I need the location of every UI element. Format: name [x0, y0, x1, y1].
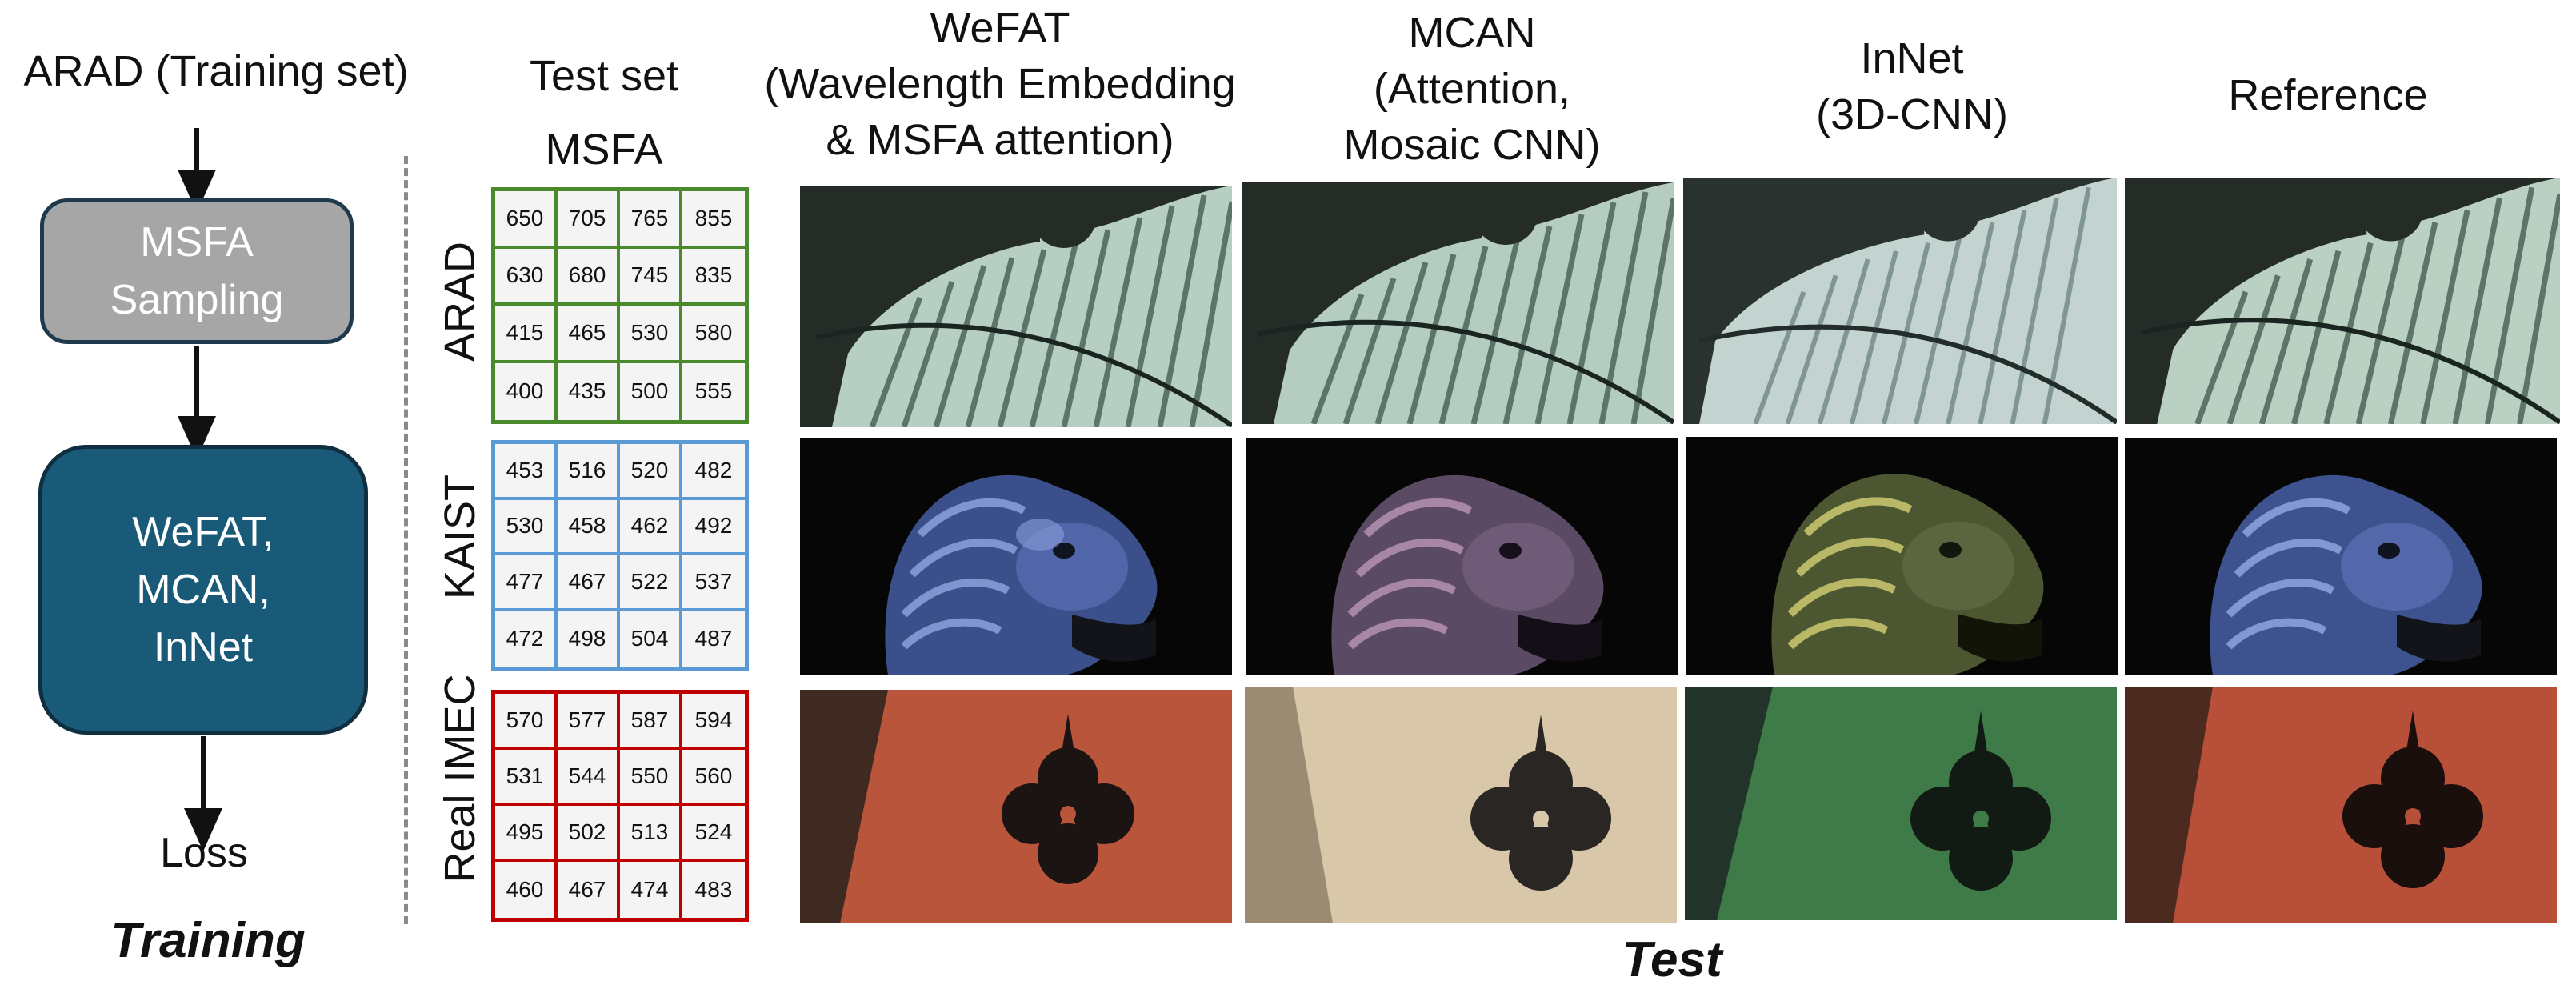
msfa-cell: 502 — [558, 806, 620, 862]
loss-label: Loss — [160, 830, 248, 876]
image-arad-mcan — [1242, 182, 1674, 424]
msfa-cell: 544 — [558, 750, 620, 806]
header-wefat: WeFAT (Wavelength Embedding & MSFA atten… — [720, 0, 1280, 168]
msfa-cell: 555 — [694, 378, 733, 404]
msfa-cell: 474 — [620, 862, 682, 918]
header-wefat-line-2: (Wavelength Embedding — [764, 60, 1236, 108]
image-arad-innet — [1683, 178, 2117, 424]
msfa-cell: 705 — [558, 191, 620, 249]
msfa-cell: 524 — [682, 806, 745, 862]
msfa-cell: 467 — [558, 555, 620, 611]
msfa-cell: 513 — [620, 806, 682, 862]
header-mcan-line-1: MCAN — [1408, 9, 1536, 57]
msfa-cell: 522 — [620, 555, 682, 611]
testset-header-line-1: Test set — [529, 52, 679, 100]
msfa-cell: 745 — [620, 248, 682, 306]
image-kaist-innet — [1686, 437, 2118, 675]
image-imec-mcan — [1245, 687, 1677, 923]
network-box-line-3: InNet — [153, 624, 254, 671]
msfa-cell: 467 — [558, 862, 620, 918]
training-section-label: Training — [110, 913, 306, 968]
image-kaist-wefat — [800, 438, 1232, 675]
msfa-cell: 550 — [620, 750, 682, 806]
network-box: WeFAT, MCAN, InNet — [38, 445, 368, 735]
msfa-cell: 500 — [620, 362, 682, 420]
msfa-cell: 630 — [495, 248, 558, 306]
header-wefat-line-3: & MSFA attention) — [826, 116, 1174, 164]
msfa-cell: 570 — [495, 694, 558, 750]
msfa-cell: 492 — [682, 500, 745, 555]
msfa-cell: 400 — [495, 362, 558, 420]
msfa-cell: 462 — [620, 499, 682, 555]
msfa-cell: 482 — [682, 444, 745, 500]
msfa-cell: 415 — [495, 306, 558, 363]
msfa-cell: 477 — [495, 555, 558, 611]
msfa-cell: 483 — [694, 877, 733, 902]
msfa-cell: 560 — [682, 750, 745, 806]
msfa-cell: 594 — [682, 694, 745, 750]
test-section-label: Test — [1622, 932, 1722, 987]
msfa-cell: 587 — [620, 694, 682, 750]
network-box-line-2: MCAN, — [136, 567, 270, 613]
header-innet-line-1: InNet — [1860, 34, 1964, 82]
msfa-cell: 465 — [558, 306, 620, 363]
image-kaist-mcan — [1246, 438, 1678, 675]
msfa-cell: 504 — [620, 611, 682, 667]
msfa-box-line-1: MSFA — [140, 219, 254, 266]
msfa-cell: 498 — [558, 611, 620, 667]
image-imec-reference — [2125, 687, 2557, 923]
divider-dashed-line — [404, 156, 408, 924]
msfa-cell: 855 — [682, 191, 745, 249]
header-reference-line-1: Reference — [2228, 71, 2428, 119]
msfa-cell: 680 — [558, 248, 620, 306]
msfa-cell: 530 — [495, 499, 558, 555]
msfa-cell: 520 — [620, 444, 682, 500]
image-arad-reference — [2125, 178, 2560, 424]
msfa-cell: 458 — [558, 499, 620, 555]
header-reference: Reference — [2128, 67, 2528, 123]
msfa-cell: 530 — [620, 306, 682, 363]
header-innet-line-2: (3D-CNN) — [1816, 90, 2008, 138]
header-mcan: MCAN (Attention, Mosaic CNN) — [1248, 5, 1696, 173]
image-arad-wefat — [800, 186, 1232, 427]
msfa-cell: 487 — [694, 626, 733, 651]
msfa-cell: 650 — [495, 191, 558, 249]
msfa-cell: 537 — [682, 555, 745, 611]
msfa-cell: 765 — [620, 191, 682, 249]
image-kaist-reference — [2125, 438, 2557, 675]
msfa-sampling-box: MSFA Sampling — [40, 198, 354, 344]
msfa-cell: 453 — [495, 444, 558, 500]
testset-header-line-2: MSFA — [545, 126, 663, 174]
msfa-cell: 531 — [495, 750, 558, 806]
msfa-cell: 835 — [682, 249, 745, 306]
msfa-cell: 472 — [495, 611, 558, 667]
msfa-grid-real-imec: 570 577 587 594 531 544 550 560 495 502 513 524 460 4… — [491, 690, 749, 922]
msfa-cell: 495 — [495, 806, 558, 862]
msfa-cell: 577 — [558, 694, 620, 750]
msfa-cell: 580 — [682, 306, 745, 363]
header-mcan-line-3: Mosaic CNN) — [1343, 121, 1601, 169]
image-imec-wefat — [800, 690, 1232, 923]
header-mcan-line-2: (Attention, — [1373, 65, 1571, 113]
msfa-cell: 460 — [495, 862, 558, 918]
testset-header: Test set MSFA — [480, 48, 728, 178]
header-innet: InNet (3D-CNN) — [1720, 30, 2104, 142]
msfa-box-line-2: Sampling — [110, 277, 284, 323]
msfa-cell: 435 — [558, 362, 620, 420]
training-arrows — [178, 128, 222, 851]
header-wefat-line-1: WeFAT — [930, 4, 1070, 52]
msfa-grid-kaist: 453 516 520 482 530 458 462 492 477 467 522 537 472 4… — [491, 440, 749, 671]
msfa-grid-arad: 650 705 765 855 630 680 745 835 415 465 530 580 400 4… — [491, 187, 749, 424]
network-box-line-1: WeFAT, — [132, 509, 274, 555]
msfa-cell: 516 — [558, 444, 620, 500]
image-imec-innet — [1685, 687, 2117, 920]
row-label-real-imec: Real IMEC — [436, 674, 484, 883]
training-dataset-label: ARAD (Training set) — [23, 47, 409, 95]
